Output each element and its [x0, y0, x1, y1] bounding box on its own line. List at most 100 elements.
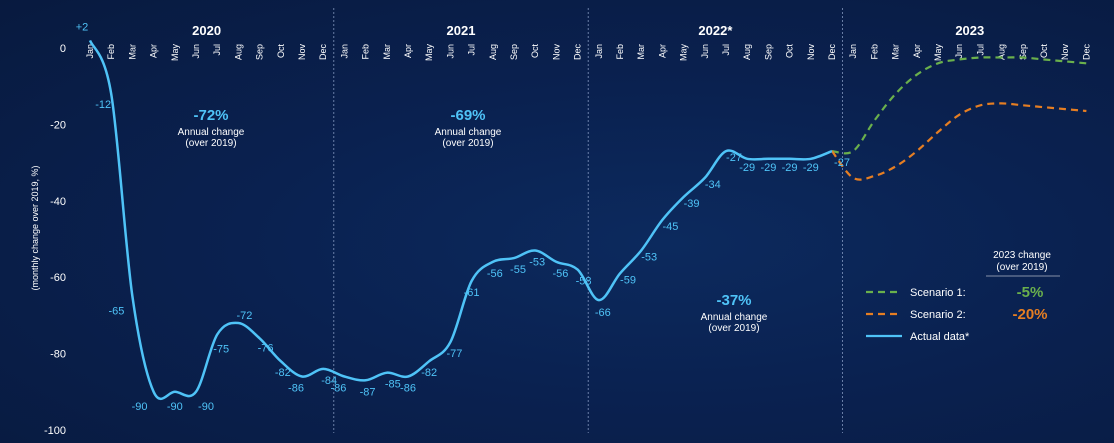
data-label: -55	[510, 264, 526, 276]
month-label: Feb	[615, 44, 625, 60]
year-label: 2020	[192, 23, 221, 38]
month-label: Feb	[869, 44, 879, 60]
data-label: -85	[385, 379, 401, 391]
month-label: Feb	[106, 44, 116, 60]
month-label: Jan	[85, 44, 95, 59]
month-label: Jan	[339, 44, 349, 59]
data-label: -72	[236, 310, 252, 322]
annual-change-value: -72%	[193, 107, 228, 124]
month-label: Nov	[806, 44, 816, 61]
data-label: -53	[641, 251, 657, 263]
y-tick-label: -60	[50, 272, 66, 284]
data-label: -61	[464, 287, 480, 299]
data-label: -53	[529, 256, 545, 268]
legend-header-sub: (over 2019)	[996, 262, 1047, 273]
month-label: Nov	[551, 44, 561, 61]
data-label: -87	[360, 386, 376, 398]
y-tick-label: -100	[44, 425, 66, 437]
year-labels: 2020 2021 2022* 2023	[192, 23, 984, 38]
month-label: Mar	[891, 44, 901, 60]
data-label: -75	[213, 344, 229, 356]
legend: 2023 change(over 2019) Scenario 1: -5% Scen…	[866, 250, 1060, 343]
data-label: -90	[167, 401, 183, 413]
month-label: Oct	[785, 44, 795, 59]
data-label: -56	[552, 268, 568, 280]
month-label: May	[170, 44, 180, 62]
data-label: -59	[620, 274, 636, 286]
month-label: Oct	[276, 44, 286, 59]
legend-entry: Scenario 2:	[910, 309, 966, 321]
legend-annual-change: -20%	[1012, 306, 1047, 323]
month-label: Jun	[700, 44, 710, 59]
data-label: -84	[321, 375, 337, 387]
annual-change-caption: Annual change	[435, 127, 502, 138]
data-label: -86	[330, 383, 346, 395]
month-label: Nov	[297, 44, 307, 61]
annual-change-value: -37%	[716, 292, 751, 309]
annual-change-caption: Annual change	[178, 127, 245, 138]
annual-change-caption-note: (over 2019)	[185, 138, 236, 149]
actual-data-path	[88, 39, 833, 401]
legend-entry: Actual data*	[910, 331, 970, 343]
scenario-lines	[831, 56, 1087, 181]
month-label: Jan	[848, 44, 858, 59]
month-label: Sep	[1018, 44, 1028, 60]
month-label: Dec	[573, 44, 583, 61]
annual-annotations: -72%Annual change(over 2019)-69%Annual c…	[178, 107, 768, 334]
data-label: -82	[421, 367, 437, 379]
month-label: Aug	[488, 44, 498, 60]
month-label: Feb	[361, 44, 371, 60]
data-label: -86	[288, 383, 304, 395]
data-label: -34	[705, 179, 721, 191]
annual-change-value: -69%	[450, 107, 485, 124]
annual-change-caption-note: (over 2019)	[442, 138, 493, 149]
data-label: -82	[275, 367, 291, 379]
month-label: May	[933, 44, 943, 62]
y-tick-label: -80	[50, 349, 66, 361]
month-label: Sep	[509, 44, 519, 60]
month-label: Nov	[1060, 44, 1070, 61]
year-label: 2023	[955, 23, 984, 38]
month-label: Jan	[594, 44, 604, 59]
data-label: -77	[446, 348, 462, 360]
data-label: -58	[576, 276, 592, 288]
year-label: 2021	[447, 23, 476, 38]
month-labels: Jan Feb Mar Apr May Jun Jul Aug Sep Oct Nov Dec Jan F…	[85, 44, 1091, 62]
month-label: Mar	[382, 44, 392, 60]
month-label: Dec	[1081, 44, 1091, 61]
y-tick-label: -40	[50, 196, 66, 208]
year-separators	[333, 8, 843, 433]
scenario-1-line	[831, 56, 1087, 155]
month-label: Apr	[912, 44, 922, 58]
month-label: Mar	[127, 44, 137, 60]
data-label: -90	[132, 401, 148, 413]
month-label: Dec	[827, 44, 837, 61]
y-axis-label: (monthly change over 2019, %)	[30, 165, 40, 290]
data-label: -66	[595, 307, 611, 319]
month-label: Dec	[318, 44, 328, 61]
month-label: Oct	[1039, 44, 1049, 59]
month-label: Aug	[742, 44, 752, 60]
data-label: -29	[803, 162, 819, 174]
month-label: Jun	[191, 44, 201, 59]
data-label: -27	[834, 157, 850, 169]
month-label: Jun	[445, 44, 455, 59]
month-label: Jun	[954, 44, 964, 59]
data-label: -29	[739, 162, 755, 174]
scenario-2-line	[831, 102, 1087, 181]
month-label: May	[679, 44, 689, 62]
annual-change-caption: Annual change	[701, 312, 768, 323]
month-label: Jul	[467, 44, 477, 56]
month-label: May	[424, 44, 434, 62]
data-label: -29	[760, 162, 776, 174]
month-label: Mar	[636, 44, 646, 60]
data-label: -86	[400, 383, 416, 395]
month-label: Jul	[975, 44, 985, 56]
month-label: Oct	[530, 44, 540, 59]
y-tick-label: 0	[60, 43, 66, 55]
month-label: Sep	[255, 44, 265, 60]
actual-data-line	[88, 39, 833, 401]
y-tick-label: -20	[50, 119, 66, 131]
data-label: -56	[487, 268, 503, 280]
